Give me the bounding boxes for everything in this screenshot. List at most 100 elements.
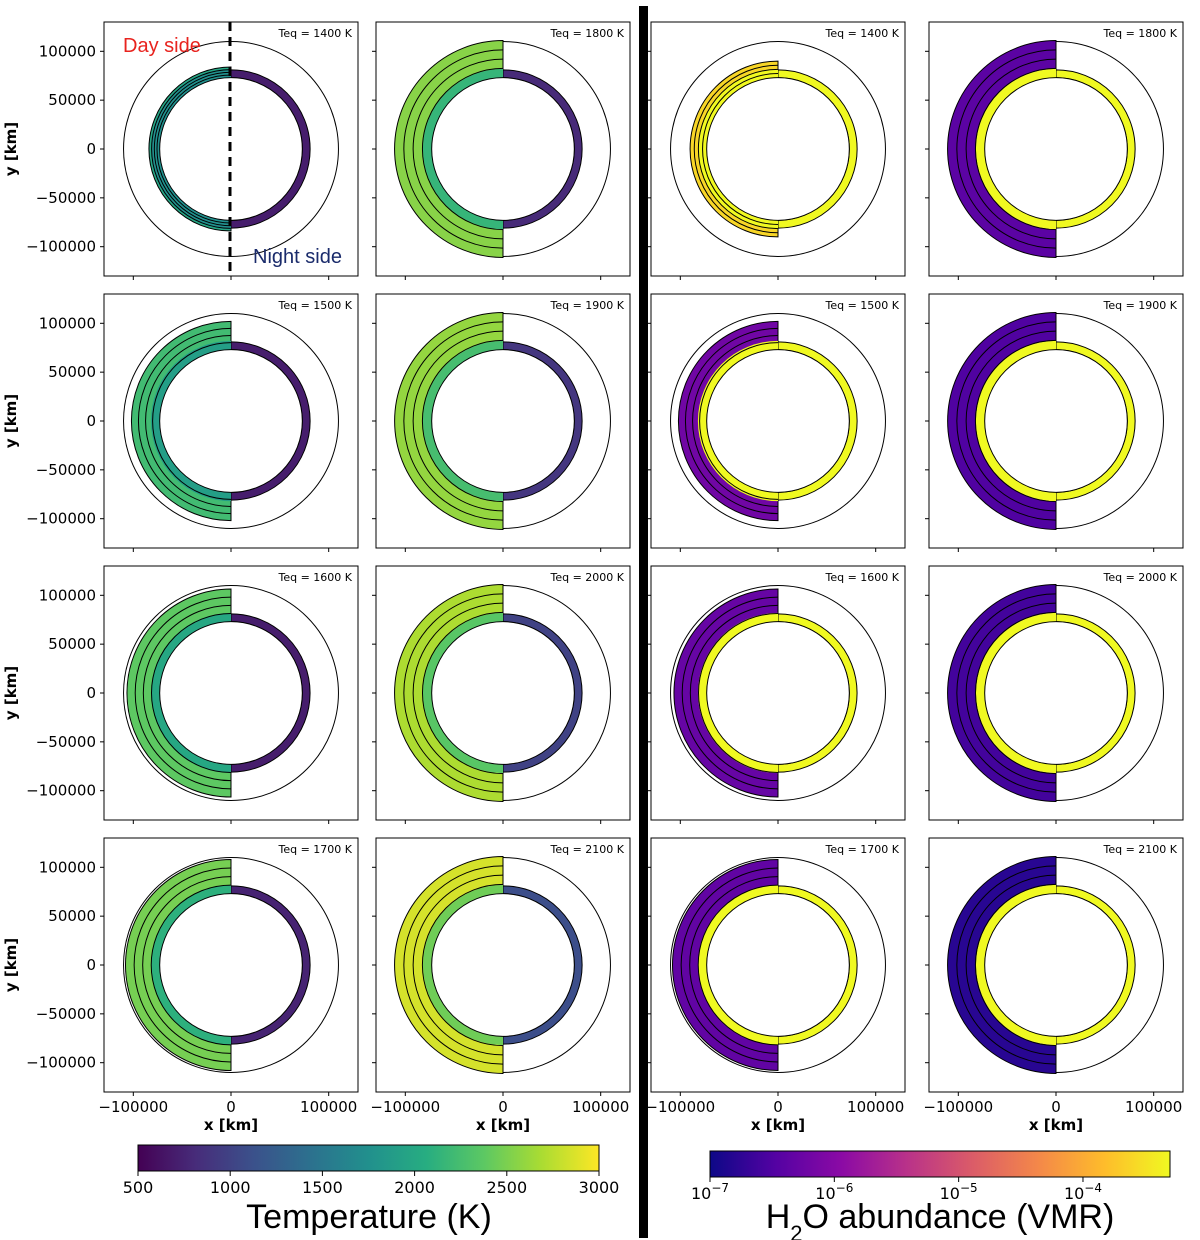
x-tick-label: 0 xyxy=(1051,1098,1061,1116)
panel-temperature-1500: Teq = 1500 K xyxy=(100,293,359,552)
limb-band xyxy=(697,68,778,230)
y-tick-label: −50000 xyxy=(36,1005,96,1023)
slice-contour xyxy=(422,339,504,503)
slice-contour xyxy=(965,874,1057,1056)
axes-labels: 100000 50000 0 −50000 −100000 y [km] 100000 500… xyxy=(2,42,1182,1134)
y-tick-label: 0 xyxy=(86,684,96,702)
x-axis-label: x [km] xyxy=(1029,1116,1083,1134)
slice-contour xyxy=(422,611,504,775)
x-axis-label: x [km] xyxy=(204,1116,258,1134)
plot-area xyxy=(670,585,886,801)
planet-core-circle xyxy=(431,893,575,1037)
planet-core-circle xyxy=(159,349,303,493)
temperature-colorbar-tick-label: 500 xyxy=(123,1178,154,1197)
x-tick-label: −100000 xyxy=(98,1098,168,1116)
slice-contour xyxy=(956,593,1057,793)
teq-label: Teq = 1900 K xyxy=(1102,299,1177,312)
tick-base: 10 xyxy=(815,1184,835,1203)
planet-core-circle xyxy=(706,621,850,765)
temperature-colorbar xyxy=(137,1144,600,1172)
h2o-colorbar-tick-label: 10−4 xyxy=(1064,1181,1102,1203)
planet-core-circle xyxy=(984,349,1128,493)
slice-contour xyxy=(138,327,232,515)
plot-area xyxy=(394,40,611,258)
tick-exponent: −7 xyxy=(711,1181,729,1195)
y-tick-label: 0 xyxy=(86,956,96,974)
y-tick-label: 100000 xyxy=(39,586,96,604)
h2o-label-rest: O abundance (VMR) xyxy=(803,1198,1115,1236)
limb-band xyxy=(150,340,231,502)
planet-core-circle xyxy=(431,77,575,221)
y-tick-label: 100000 xyxy=(39,314,96,332)
plot-area xyxy=(947,40,1164,258)
teq-label: Teq = 1900 K xyxy=(549,299,624,312)
panel-h2o-1700: Teq = 1700 K xyxy=(647,837,906,1096)
teq-label: Teq = 1600 K xyxy=(277,571,352,584)
plot-area xyxy=(947,856,1164,1074)
slice-contour xyxy=(151,884,232,1046)
teq-label: Teq = 2000 K xyxy=(549,571,624,584)
planet-core-circle xyxy=(984,893,1128,1037)
limb-band xyxy=(975,612,1056,774)
y-tick-label: 0 xyxy=(86,140,96,158)
slice-contour xyxy=(421,883,504,1047)
slice-contour xyxy=(403,49,504,249)
outer-boundary-circle xyxy=(123,313,339,529)
teq-label: Teq = 1400 K xyxy=(277,27,352,40)
plot-area xyxy=(123,857,339,1073)
planet-core-circle xyxy=(706,349,850,493)
y-tick-label: 50000 xyxy=(48,363,96,381)
teq-label: Teq = 1500 K xyxy=(277,299,352,312)
limb-band xyxy=(150,68,231,230)
plot-area xyxy=(394,584,611,802)
y-tick-label: 50000 xyxy=(48,91,96,109)
h2o-label-sub: 2 xyxy=(790,1221,802,1240)
panel-h2o-1900: Teq = 1900 K xyxy=(925,293,1184,552)
slice-contour xyxy=(698,884,779,1046)
limb-band xyxy=(975,68,1056,230)
panel-h2o-1600: Teq = 1600 K xyxy=(647,565,906,824)
teq-label: Teq = 1700 K xyxy=(824,843,899,856)
planet-core-circle xyxy=(159,893,303,1037)
slice-contour xyxy=(422,67,504,231)
slice-contour xyxy=(699,342,779,500)
plot-area xyxy=(123,585,339,801)
plot-area xyxy=(670,313,886,529)
slice-contour xyxy=(412,58,504,240)
y-tick-label: 100000 xyxy=(39,858,96,876)
teq-label: Teq = 2100 K xyxy=(1102,843,1177,856)
planet-core-circle xyxy=(706,77,850,221)
y-tick-label: −50000 xyxy=(36,461,96,479)
plot-area xyxy=(670,857,886,1073)
limb-band xyxy=(150,612,231,774)
x-axis-label: x [km] xyxy=(751,1116,805,1134)
outer-boundary-circle xyxy=(670,585,886,801)
limb-band xyxy=(422,340,503,502)
divider-bar xyxy=(639,6,648,1238)
tick-exponent: −6 xyxy=(836,1181,854,1195)
h2o-label-h: H xyxy=(766,1198,791,1236)
panel-temperature-1600: Teq = 1600 K xyxy=(100,565,359,824)
slice-contour xyxy=(956,49,1057,249)
x-tick-label: −100000 xyxy=(645,1098,715,1116)
night-side-label: Night side xyxy=(253,246,342,268)
temperature-colorbar-tick-label: 1000 xyxy=(210,1178,251,1197)
y-tick-label: 50000 xyxy=(48,907,96,925)
limb-band xyxy=(422,884,503,1046)
outer-boundary-circle xyxy=(670,313,886,529)
y-tick-label: −100000 xyxy=(26,782,96,800)
slice-contour xyxy=(412,874,504,1056)
panel-temperature-1700: Teq = 1700 K xyxy=(100,837,359,1096)
tick-base: 10 xyxy=(1064,1184,1084,1203)
tick-base: 10 xyxy=(940,1184,960,1203)
outer-boundary-circle xyxy=(670,41,886,257)
slice-contour xyxy=(151,613,232,773)
planet-core-circle xyxy=(706,893,850,1037)
slice-contour xyxy=(412,602,504,784)
plot-area xyxy=(947,584,1164,802)
teq-label: Teq = 1600 K xyxy=(824,571,899,584)
day-side-label: Day side xyxy=(123,35,201,57)
plot-area xyxy=(394,856,611,1074)
x-tick-label: 100000 xyxy=(1125,1098,1182,1116)
h2o-colorbar-tick-label: 10−6 xyxy=(815,1181,853,1203)
